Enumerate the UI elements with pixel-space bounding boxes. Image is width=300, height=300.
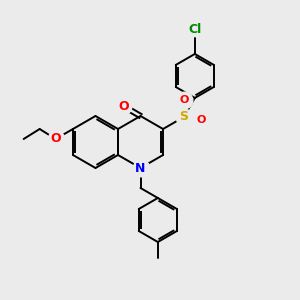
Text: N: N bbox=[135, 161, 146, 175]
Text: O: O bbox=[50, 133, 61, 146]
Text: Cl: Cl bbox=[188, 23, 201, 36]
Text: O: O bbox=[118, 100, 128, 112]
Text: S: S bbox=[179, 110, 188, 124]
Text: O: O bbox=[179, 95, 188, 105]
Text: O: O bbox=[196, 115, 206, 125]
